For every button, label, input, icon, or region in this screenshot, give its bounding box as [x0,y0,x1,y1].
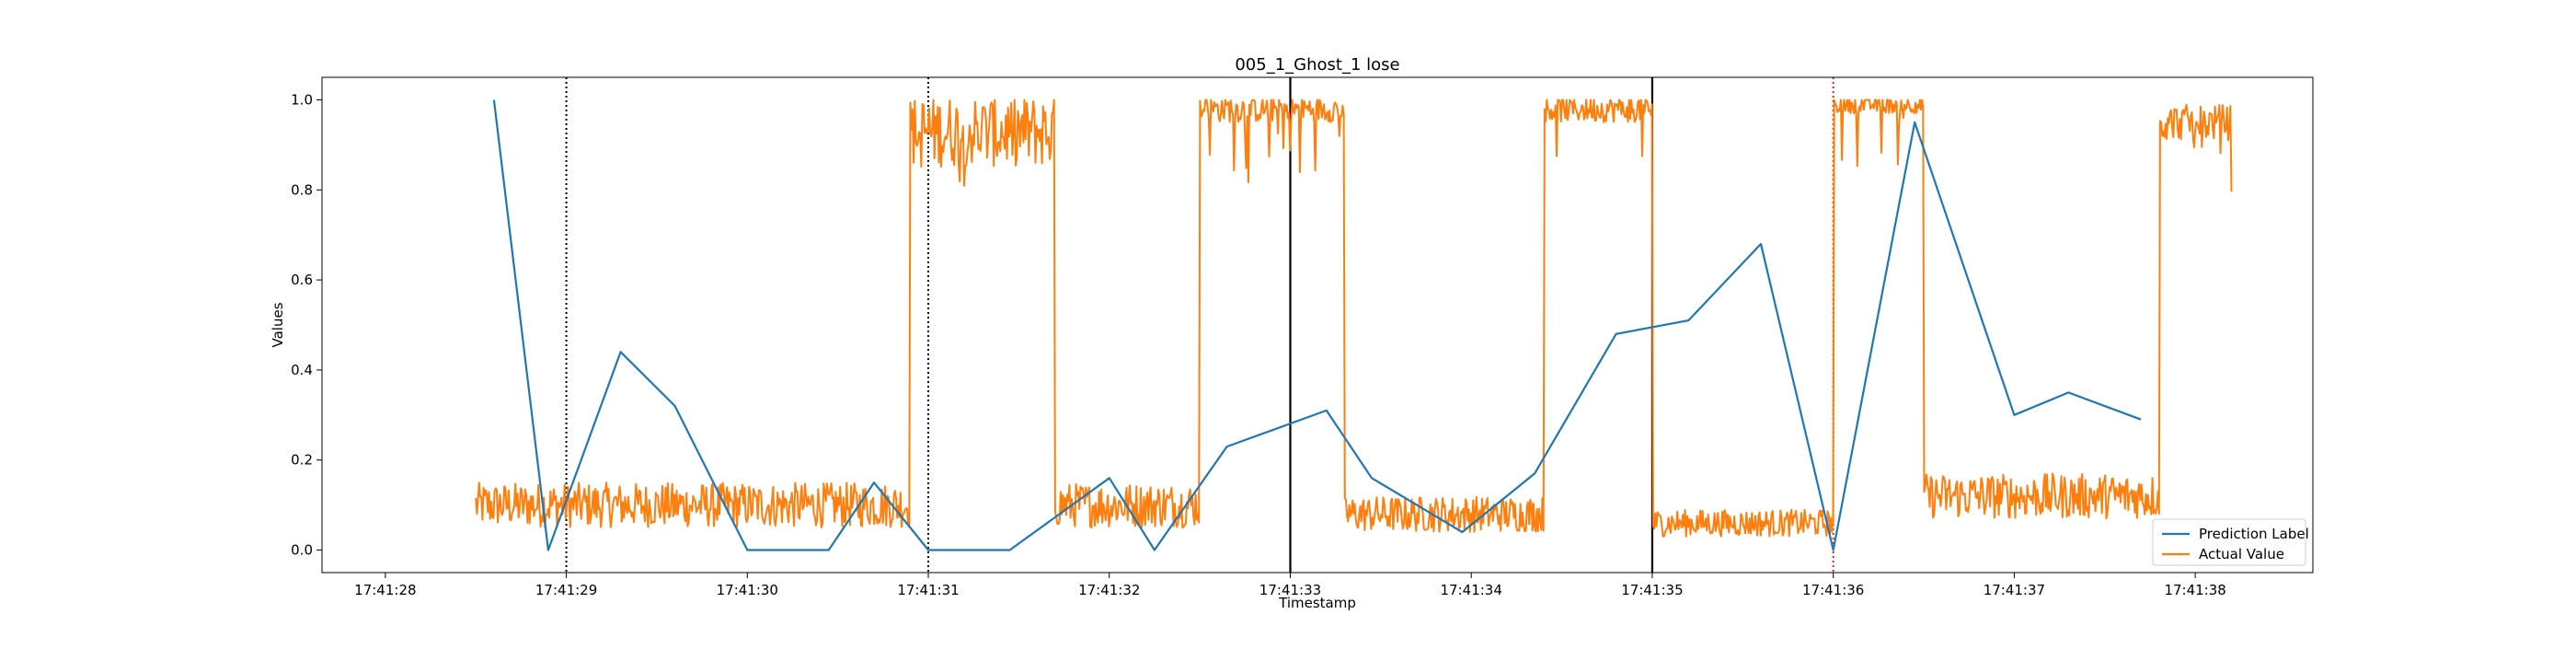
x-tick-label: 17:41:36 [1802,582,1864,598]
y-tick-label: 0.8 [291,181,313,198]
plot-area: 0.00.20.40.60.81.0 17:41:28 17:41:29 17:41… [291,76,2314,598]
x-tick-label: 17:41:37 [1984,582,2045,598]
legend: Prediction Label Actual Value [2152,518,2309,566]
legend-box [2152,518,2306,566]
x-tick-label: 17:41:32 [1078,582,1140,598]
x-tick-label: 17:41:33 [1259,582,1321,598]
y-tick-label: 0.0 [291,542,313,559]
y-axis: 0.0 0.2 0.4 0.6 0.8 1.0 [291,91,322,559]
axes-frame [321,76,2314,574]
y-axis-label: Values [270,302,286,347]
y-tick-label: 0.4 [291,362,313,378]
x-tick-label: 17:41:38 [2164,582,2225,598]
y-tick-label: 0.2 [291,452,313,469]
x-tick-label: 17:41:35 [1621,582,1683,598]
x-axis-label: Timestamp [1278,595,1356,611]
x-tick-label: 17:41:31 [897,582,959,598]
series-line-actual-value [475,99,2233,538]
x-axis: 17:41:28 17:41:29 17:41:30 17:41:31 17:41:32… [354,573,2226,598]
x-tick-label: 17:41:29 [535,582,597,598]
x-tick-label: 17:41:34 [1441,582,1502,598]
legend-label-actual-value: Actual Value [2199,546,2284,562]
series-layer [475,99,2233,551]
legend-label-prediction-label: Prediction Label [2199,526,2309,542]
y-tick-label: 0.6 [291,272,313,288]
x-tick-label: 17:41:28 [354,582,416,598]
y-tick-label: 1.0 [291,91,313,108]
series-line-prediction-label [492,99,2142,551]
chart-title: 005_1_Ghost_1 lose [1235,55,1399,75]
x-tick-label: 17:41:30 [717,582,778,598]
